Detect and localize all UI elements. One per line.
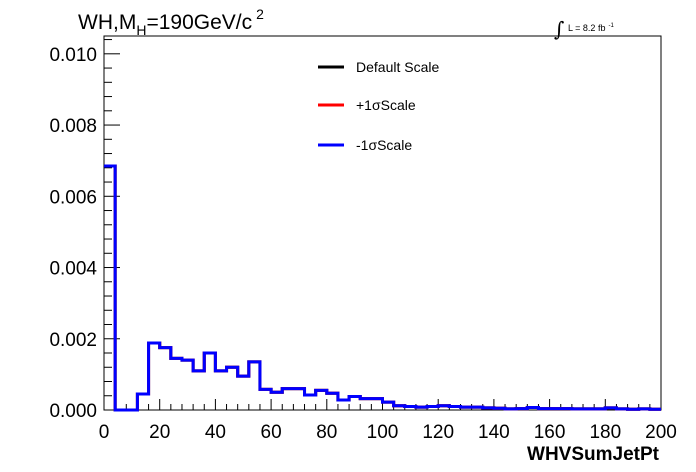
legend-label: +1σScale <box>356 97 416 113</box>
chart-title: WH,MH=190GeV/c 2 <box>78 6 264 38</box>
x-tick-label: 80 <box>316 422 337 443</box>
legend: Default Scale +1σScale -1σScale <box>318 59 439 153</box>
x-axis-label: WHVSumJetPt <box>527 444 660 465</box>
lumi-integral-symbol: ∫ <box>554 17 564 41</box>
series-layer <box>104 164 661 412</box>
x-tick-label: 40 <box>205 422 226 443</box>
x-tick-label: 60 <box>261 422 282 443</box>
x-tick-label: 180 <box>589 422 621 443</box>
x-tick-label: 200 <box>645 422 677 443</box>
y-axis: 0.000 0.002 0.004 0.006 0.008 0.010 <box>49 39 120 422</box>
x-tick-label: 0 <box>99 422 110 443</box>
plot-frame <box>103 35 662 411</box>
series-line-1 <box>104 164 661 412</box>
series-line-2 <box>104 164 661 412</box>
x-tick-label: 160 <box>534 422 566 443</box>
legend-label: Default Scale <box>356 59 439 75</box>
y-tick-label: 0.002 <box>49 330 97 351</box>
series-line-0 <box>104 164 661 412</box>
x-axis: 0 20 40 60 80 100 120 140 160 180 200 <box>99 399 677 443</box>
x-tick-label: 140 <box>478 422 510 443</box>
legend-label: -1σScale <box>356 137 412 153</box>
y-tick-label: 0.006 <box>49 187 97 208</box>
y-tick-label: 0.008 <box>49 116 97 137</box>
y-tick-label: 0.000 <box>49 401 97 422</box>
x-tick-label: 20 <box>149 422 170 443</box>
lumi-label: L = 8.2 fb -1 <box>568 23 614 33</box>
x-tick-label: 120 <box>422 422 454 443</box>
x-tick-label: 100 <box>367 422 399 443</box>
y-tick-label: 0.004 <box>49 259 97 280</box>
y-tick-label: 0.010 <box>49 45 97 66</box>
